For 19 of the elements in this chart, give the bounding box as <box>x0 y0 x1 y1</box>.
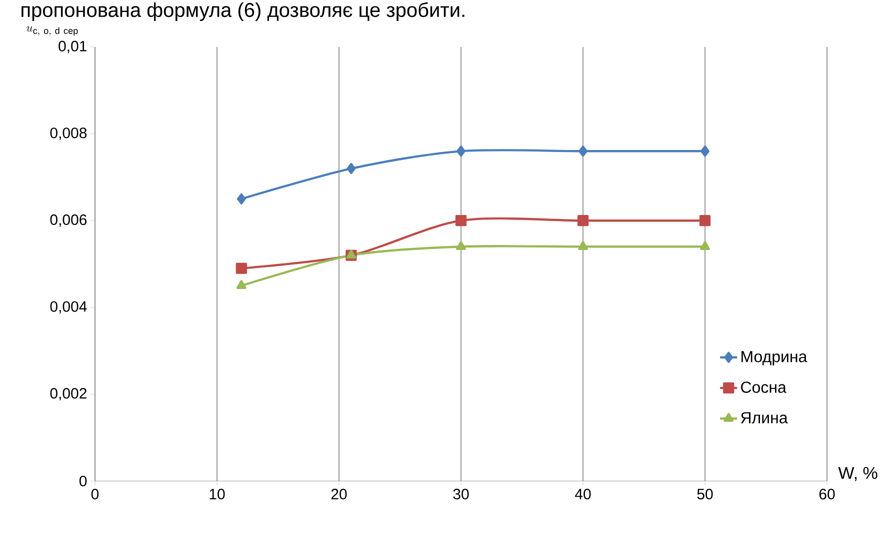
y-axis-title: $u_{\mathrm{c,\ o,\ d\ сер}}$ <box>26 26 78 36</box>
x-tick-label: 40 <box>575 488 591 500</box>
legend-label: Модрина <box>742 351 808 366</box>
x-tick-label: 60 <box>819 488 835 500</box>
x-tick-label: 20 <box>331 488 347 500</box>
legend-label: Ялина <box>740 412 788 424</box>
x-axis-title: W, % <box>838 467 878 481</box>
y-tick-label: 0,01 <box>58 40 86 54</box>
x-tick-label: 10 <box>210 488 225 500</box>
x-tick-label: 0 <box>91 488 99 500</box>
x-tick-label: 30 <box>453 488 469 500</box>
y-tick-label: 0 <box>79 476 87 486</box>
x-tick-label: 50 <box>697 488 713 500</box>
text: пропонована формула (6) дозволяє це зробити. <box>22 2 464 22</box>
y-tick-label: 0,008 <box>50 128 87 140</box>
y-tick-label: 0,004 <box>50 301 87 314</box>
y-tick-label: 0,006 <box>50 214 87 227</box>
legend-label: Сосна <box>741 382 786 393</box>
y-tick-label: 0,002 <box>50 388 86 400</box>
